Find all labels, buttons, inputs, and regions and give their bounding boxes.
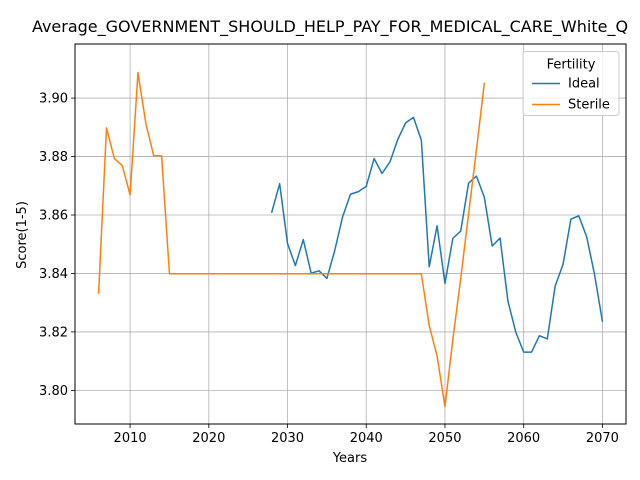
series-lines [97,71,604,408]
legend-box [522,51,620,116]
y-tick-label: 3.82 [39,325,68,340]
x-axis-label: Years [332,451,368,466]
legend-label-sterile: Sterile [568,98,610,113]
x-tick-label: 2020 [192,431,225,446]
axis-ticks: 2010 2020 2030 2040 2050 2060 2070 3.80 3.82 3.84… [39,92,619,446]
x-tick-label: 2060 [507,431,540,446]
x-tick-label: 2050 [428,431,461,446]
y-tick-label: 3.86 [39,209,68,224]
y-tick-label: 3.84 [39,267,68,282]
y-tick-label: 3.90 [39,92,68,107]
y-axis-label: Score(1-5) [15,201,30,269]
y-tick-label: 3.80 [39,384,68,399]
legend: Fertility Ideal Sterile [522,51,620,116]
x-tick-label: 2010 [114,431,147,446]
chart-title: Average_GOVERNMENT_SHOULD_HELP_PAY_FOR_M… [32,17,628,37]
y-tick-label: 3.88 [39,150,68,165]
plot-frame [74,43,627,425]
x-tick-label: 2030 [271,431,304,446]
x-tick-label: 2040 [350,431,383,446]
x-tick-label: 2070 [586,431,619,446]
legend-title: Fertility [547,58,596,73]
series-line-sterile [97,71,486,408]
legend-label-ideal: Ideal [568,77,600,92]
series-line-ideal [270,116,604,353]
